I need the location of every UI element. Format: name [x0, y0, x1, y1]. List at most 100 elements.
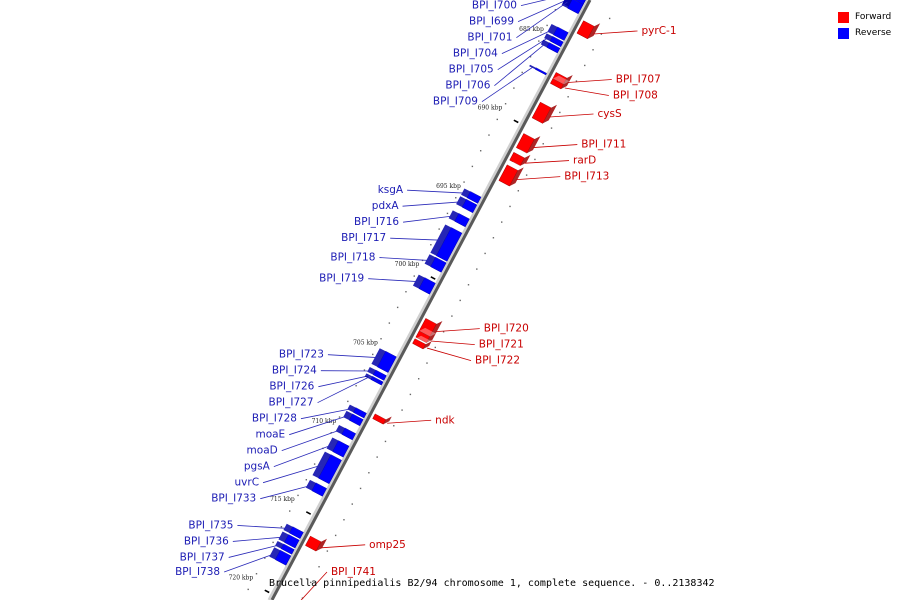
minor-tick	[584, 64, 586, 67]
gene-label[interactable]: BPI_I726	[269, 381, 314, 393]
gene-top	[464, 188, 482, 198]
gene-body	[436, 227, 463, 262]
gene-label[interactable]: omp25	[369, 539, 406, 551]
gene-label[interactable]: rarD	[573, 155, 596, 167]
gene-leader-line	[402, 201, 462, 207]
gene-depth	[520, 154, 531, 166]
gene-label[interactable]: BPI_I717	[341, 232, 386, 244]
forward-swatch	[838, 11, 849, 23]
gene-label[interactable]: pyrC-1	[642, 25, 677, 37]
gene-top	[540, 99, 557, 108]
minor-tick	[451, 315, 453, 317]
gene-label[interactable]: BPI_I738	[175, 566, 220, 578]
gene-label[interactable]: BPI_I737	[180, 551, 225, 563]
gene-label[interactable]: BPI_I722	[475, 355, 520, 367]
gene-body	[498, 164, 519, 187]
gene-label[interactable]: BPI_I736	[184, 535, 229, 547]
gene-label[interactable]: pgsA	[244, 461, 271, 473]
gene-bpi-i724[interactable]	[367, 367, 387, 381]
gene-top	[583, 17, 601, 27]
gene-bpi-i709[interactable]	[529, 64, 547, 76]
chromosome-backbone	[270, 0, 592, 600]
gene-leader-line	[403, 215, 455, 223]
minor-tick	[554, 9, 557, 11]
gene-bpi-i716[interactable]	[448, 210, 470, 228]
gene-label[interactable]: moaE	[255, 429, 285, 441]
gene-bpi-i722[interactable]	[412, 335, 432, 350]
gene-body	[549, 36, 564, 48]
gene-top	[452, 210, 470, 220]
gene-leader-line	[481, 66, 534, 103]
gene-bpi-i708[interactable]	[550, 75, 570, 90]
gene-label[interactable]: uvrC	[235, 477, 260, 489]
minor-tick	[501, 221, 503, 223]
minor-tick	[310, 581, 312, 584]
minor-tick	[355, 385, 357, 387]
minor-tick	[318, 566, 320, 568]
gene-label[interactable]: BPI_I708	[613, 90, 658, 102]
gene-label[interactable]: BPI_I711	[581, 139, 626, 151]
gene-label[interactable]: BPI_I716	[354, 216, 399, 228]
minor-tick	[264, 557, 266, 559]
gene-label[interactable]: BPI_I720	[484, 323, 529, 335]
minor-tick	[509, 205, 511, 208]
gene-label[interactable]: moaD	[247, 445, 278, 457]
gene-bpi-i701[interactable]	[561, 0, 584, 15]
gene-label[interactable]: BPI_I727	[269, 397, 314, 409]
gene-leader-line	[237, 525, 289, 529]
reverse-swatch	[838, 27, 849, 39]
gene-label[interactable]: pdxA	[372, 200, 400, 212]
gene-label[interactable]: BPI_I718	[330, 252, 375, 264]
minor-tick	[434, 346, 436, 349]
gene-leader-line	[407, 189, 467, 194]
gene-label[interactable]: BPI_I701	[467, 32, 512, 44]
minor-tick	[442, 331, 445, 333]
gene-label[interactable]: ksgA	[378, 184, 404, 196]
gene-bpi-i727[interactable]	[364, 374, 383, 386]
gene-label[interactable]: BPI_I723	[279, 349, 324, 361]
gene-label[interactable]: BPI_I705	[449, 64, 494, 76]
gene-rard[interactable]	[509, 149, 531, 167]
gene-moad[interactable]	[335, 425, 356, 441]
gene-label[interactable]: BPI_I699	[469, 16, 514, 28]
gene-pyrc-1[interactable]	[576, 17, 601, 40]
gene-body	[284, 534, 300, 549]
gene-label[interactable]: ndk	[435, 414, 455, 426]
tick-label: 695 kbp	[436, 183, 461, 190]
gene-label[interactable]: BPI_I728	[252, 413, 297, 425]
gene-label[interactable]: BPI_I741	[331, 566, 376, 578]
gene-leader-line	[549, 113, 594, 118]
tick-label: 685 kbp	[519, 26, 544, 33]
gene-cyss[interactable]	[531, 99, 557, 124]
minor-tick	[517, 190, 520, 192]
gene-label[interactable]: BPI_I735	[188, 519, 233, 531]
gene-bpi-i721[interactable]	[415, 327, 436, 344]
gene-pdxa[interactable]	[456, 196, 478, 214]
gene-label[interactable]: BPI_I704	[453, 48, 498, 60]
gene-bpi-i720[interactable]	[418, 315, 443, 337]
minor-tick	[463, 181, 465, 183]
strand-legend: Forward Reverse	[838, 9, 891, 41]
gene-ndk[interactable]	[372, 410, 392, 425]
minor-tick	[409, 393, 412, 396]
gene-omp25[interactable]	[305, 533, 328, 552]
gene-label[interactable]: BPI_I706	[445, 80, 490, 92]
gene-body	[454, 213, 470, 228]
gene-bpi-i733[interactable]	[305, 479, 327, 497]
gene-bpi-i713[interactable]	[498, 161, 524, 187]
gene-label[interactable]: BPI_I719	[319, 273, 364, 285]
gene-label[interactable]: cysS	[597, 108, 621, 120]
legend-forward-label: Forward	[855, 12, 892, 22]
gene-label[interactable]: BPI_I707	[616, 74, 661, 86]
gene-label[interactable]: BPI_I713	[564, 171, 609, 183]
gene-label[interactable]: BPI_I700	[472, 0, 517, 12]
gene-label[interactable]: BPI_I733	[211, 493, 256, 505]
gene-label[interactable]: BPI_I721	[479, 339, 524, 351]
gene-bpi-i711[interactable]	[515, 130, 541, 154]
gene-label[interactable]: BPI_I724	[272, 365, 317, 377]
gene-label[interactable]: BPI_I709	[433, 96, 478, 108]
gene-body	[280, 543, 295, 555]
gene-top	[523, 130, 541, 140]
gene-top	[415, 335, 432, 345]
